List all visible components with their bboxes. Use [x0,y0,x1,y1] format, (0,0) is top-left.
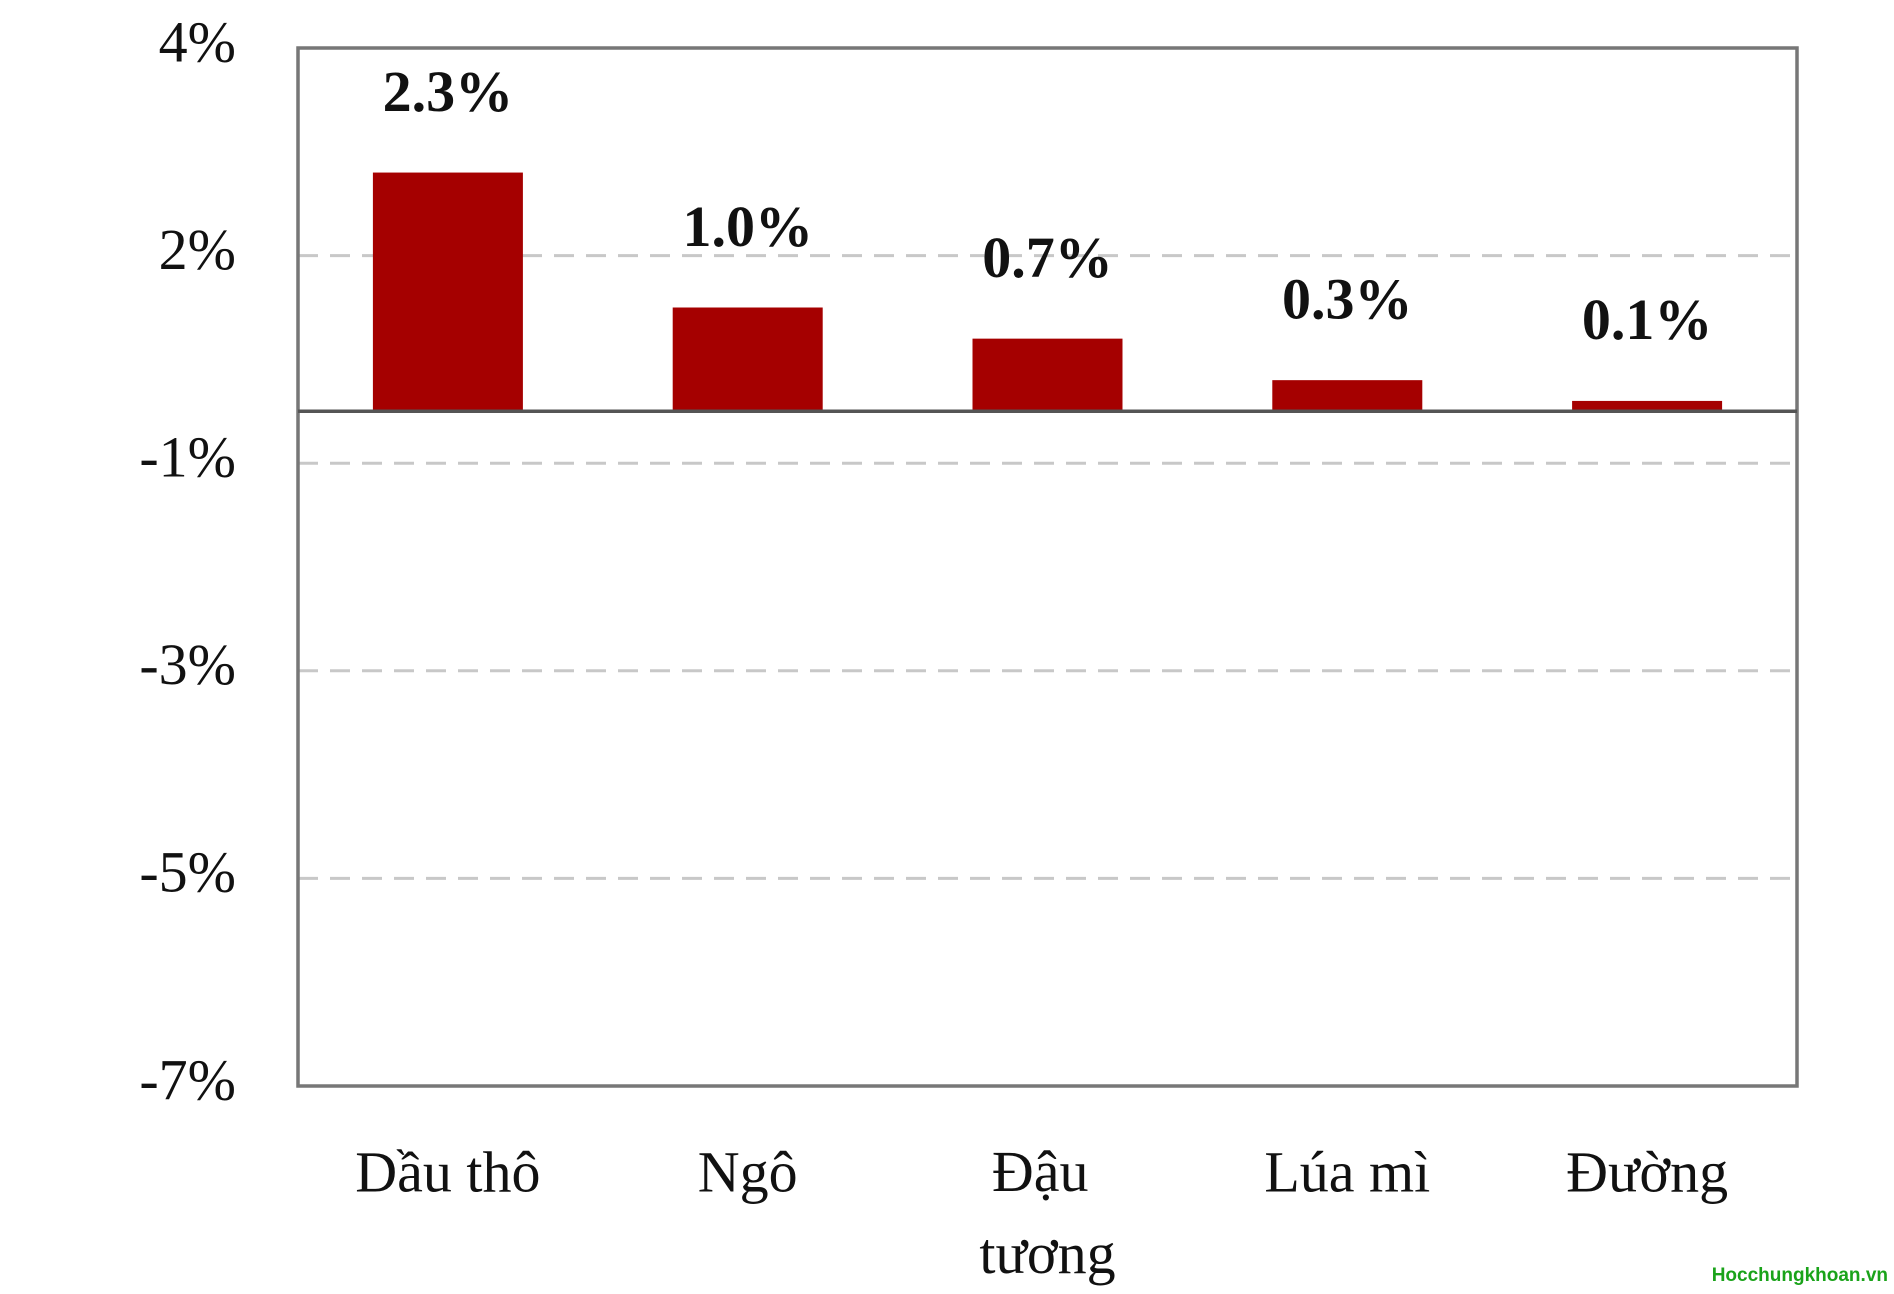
y-tick-label: -3% [139,632,236,697]
y-tick-label: 2% [159,217,236,282]
value-label: 0.3% [1282,266,1413,331]
bar [1572,400,1723,412]
y-tick-label: 4% [159,9,236,74]
value-label: 0.1% [1582,287,1713,352]
bar [1272,380,1423,412]
x-tick-label: Dầu thô [355,1139,540,1204]
bar [972,338,1123,412]
value-label: 2.3% [383,59,514,124]
watermark: Hocchungkhoan.vn [1712,1265,1888,1286]
y-tick-label: -5% [139,840,236,905]
y-tick-label: -1% [139,425,236,490]
x-tick-label: Đường [1566,1139,1728,1204]
bar [672,307,823,412]
value-label: 1.0% [682,194,813,259]
plot-frame [296,46,1799,1088]
x-tick-label: Lúa mì [1264,1139,1430,1204]
bar [372,172,523,412]
value-label: 0.7% [982,225,1113,290]
x-tick-label: Đậu tương [979,1139,1115,1286]
y-tick-label: -7% [139,1047,236,1112]
x-tick-label: Ngô [698,1139,798,1204]
